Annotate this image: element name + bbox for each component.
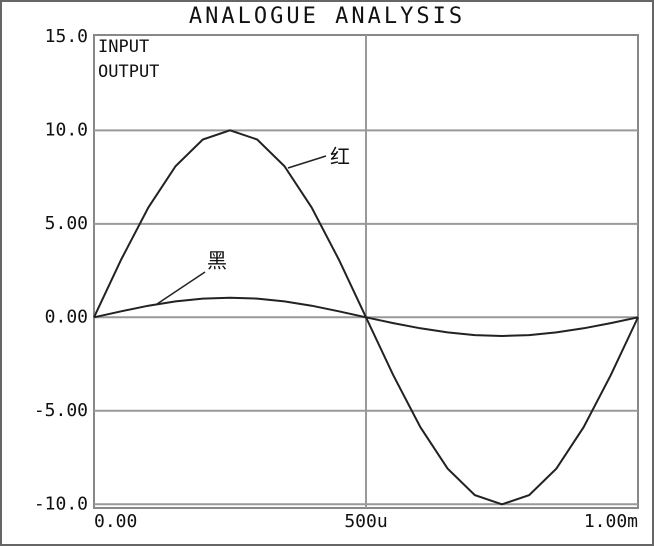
chart-title: ANALOGUE ANALYSIS: [189, 4, 465, 29]
x-tick-label: 0.00: [94, 511, 137, 532]
leader-line: [156, 271, 206, 305]
leader-line: [287, 155, 327, 169]
y-tick-label: 15.0: [45, 26, 88, 47]
y-tick-label: 10.0: [45, 119, 88, 140]
series-line: [93, 296, 639, 338]
x-tick-label: 500u: [344, 511, 387, 532]
annotation: 黑: [207, 249, 227, 273]
legend-label: OUTPUT: [98, 62, 159, 82]
y-tick-label: 5.00: [45, 213, 88, 234]
y-tick-label: -10.0: [34, 493, 88, 514]
y-tick-label: -5.00: [34, 400, 88, 421]
legend-label: INPUT: [98, 37, 149, 57]
annotation: 红: [330, 145, 350, 169]
x-tick-label: 1.00m: [584, 511, 638, 532]
y-tick-label: 0.00: [45, 306, 88, 327]
